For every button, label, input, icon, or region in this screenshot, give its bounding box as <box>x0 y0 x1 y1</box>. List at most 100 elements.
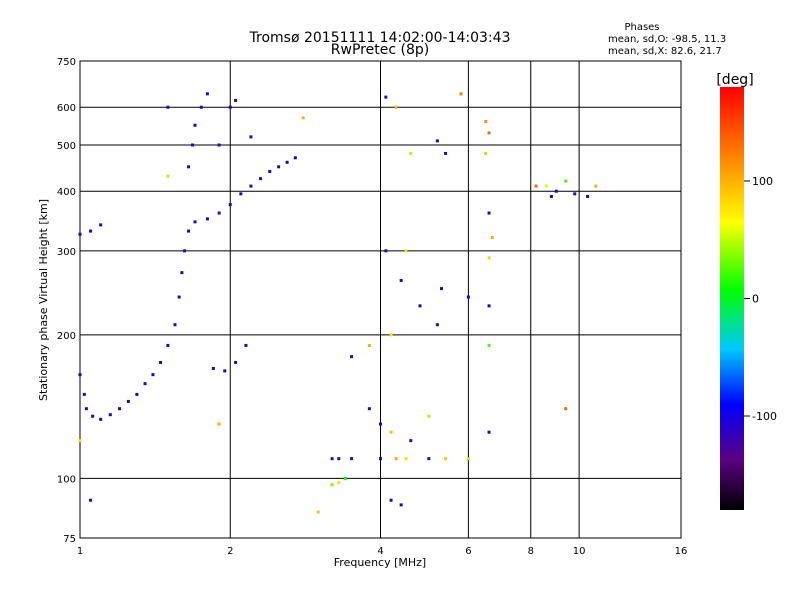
data-point <box>89 498 93 502</box>
data-point <box>594 184 598 188</box>
x-axis-label: Frequency [MHz] <box>334 556 426 569</box>
data-point <box>399 278 403 282</box>
gridlines <box>80 61 681 538</box>
data-point <box>487 304 491 308</box>
data-point <box>534 184 538 188</box>
data-point <box>268 169 272 173</box>
data-point <box>223 369 227 373</box>
data-point <box>564 407 568 411</box>
data-point <box>427 457 431 461</box>
data-point <box>301 116 305 120</box>
data-point <box>234 360 238 364</box>
colorbar-tick-label: 0 <box>752 293 759 306</box>
data-point <box>409 439 413 443</box>
data-point <box>337 481 341 485</box>
stats-line-x: mean, sd,X: 82.6, 21.7 <box>608 46 722 57</box>
data-point <box>99 417 103 421</box>
colorbar <box>720 87 744 510</box>
data-point <box>343 476 347 480</box>
colorbar-label: [deg] <box>716 72 753 88</box>
data-point <box>228 105 232 109</box>
data-point <box>444 457 448 461</box>
data-point <box>487 211 491 215</box>
data-point <box>394 105 398 109</box>
data-point <box>330 483 334 487</box>
data-point <box>337 457 341 461</box>
data-point <box>466 295 470 299</box>
data-point <box>367 407 371 411</box>
data-point <box>180 271 184 275</box>
data-point <box>554 189 558 193</box>
data-point <box>487 343 491 347</box>
chart-title: Tromsø 20151111 14:02:00-14:03:43 <box>249 30 511 46</box>
data-point <box>350 457 354 461</box>
data-point <box>249 184 253 188</box>
data-point <box>205 217 209 221</box>
data-point <box>259 177 263 181</box>
data-point <box>183 249 187 253</box>
data-point <box>404 457 408 461</box>
data-point <box>484 120 488 124</box>
data-point <box>444 151 448 155</box>
y-tick-label: 100 <box>57 474 76 485</box>
y-tick-label: 200 <box>57 331 76 342</box>
data-point <box>135 392 139 396</box>
data-point <box>118 407 122 411</box>
data-point <box>440 287 444 291</box>
data-point <box>293 156 297 160</box>
data-point <box>399 503 403 507</box>
data-point <box>151 373 155 377</box>
chart-subtitle: RwPretec (8p) <box>331 42 429 58</box>
data-point <box>199 105 203 109</box>
data-point <box>244 343 248 347</box>
data-point <box>211 366 215 370</box>
data-point <box>99 223 103 227</box>
data-point <box>143 382 147 386</box>
y-tick-label: 300 <box>57 247 76 258</box>
data-point <box>177 295 181 299</box>
x-tick-label: 10 <box>573 546 586 557</box>
data-point <box>586 194 590 198</box>
colorbar-tick-label: 100 <box>752 175 773 188</box>
y-tick-label: 750 <box>57 57 76 68</box>
data-point <box>159 360 163 364</box>
data-point <box>91 414 95 418</box>
data-point <box>384 95 388 99</box>
data-point <box>190 143 194 147</box>
data-point <box>84 407 88 411</box>
x-tick-label: 2 <box>227 546 233 557</box>
data-point <box>549 194 553 198</box>
x-tick-label: 16 <box>675 546 688 557</box>
data-point <box>217 143 221 147</box>
data-point <box>367 343 371 347</box>
data-point <box>330 457 334 461</box>
data-point <box>316 510 320 514</box>
data-point <box>487 430 491 434</box>
data-point <box>126 399 130 403</box>
data-point <box>466 457 470 461</box>
data-point <box>394 457 398 461</box>
scatter-points <box>78 92 598 514</box>
data-point <box>389 430 393 434</box>
data-point <box>389 333 393 337</box>
data-point <box>193 123 197 127</box>
data-point <box>89 229 93 233</box>
data-point <box>193 220 197 224</box>
data-point <box>277 165 281 169</box>
stats-line-o: mean, sd,O: -98.5, 11.3 <box>608 34 726 45</box>
y-axis-label: Stationary phase Virtual Height [km] <box>37 199 50 401</box>
data-point <box>108 413 112 417</box>
x-tick-label: 4 <box>377 546 383 557</box>
data-point <box>187 229 191 233</box>
y-tick-labels: 75 100 200 300 400 500 600 750 <box>57 57 76 545</box>
data-point <box>384 249 388 253</box>
y-tick-label: 500 <box>57 141 76 152</box>
data-point <box>404 249 408 253</box>
data-point <box>487 131 491 135</box>
data-point <box>173 323 177 327</box>
stats-heading: Phases <box>624 22 659 33</box>
data-point <box>166 343 170 347</box>
data-point <box>217 211 221 215</box>
data-point <box>389 498 393 502</box>
data-point <box>239 192 243 196</box>
